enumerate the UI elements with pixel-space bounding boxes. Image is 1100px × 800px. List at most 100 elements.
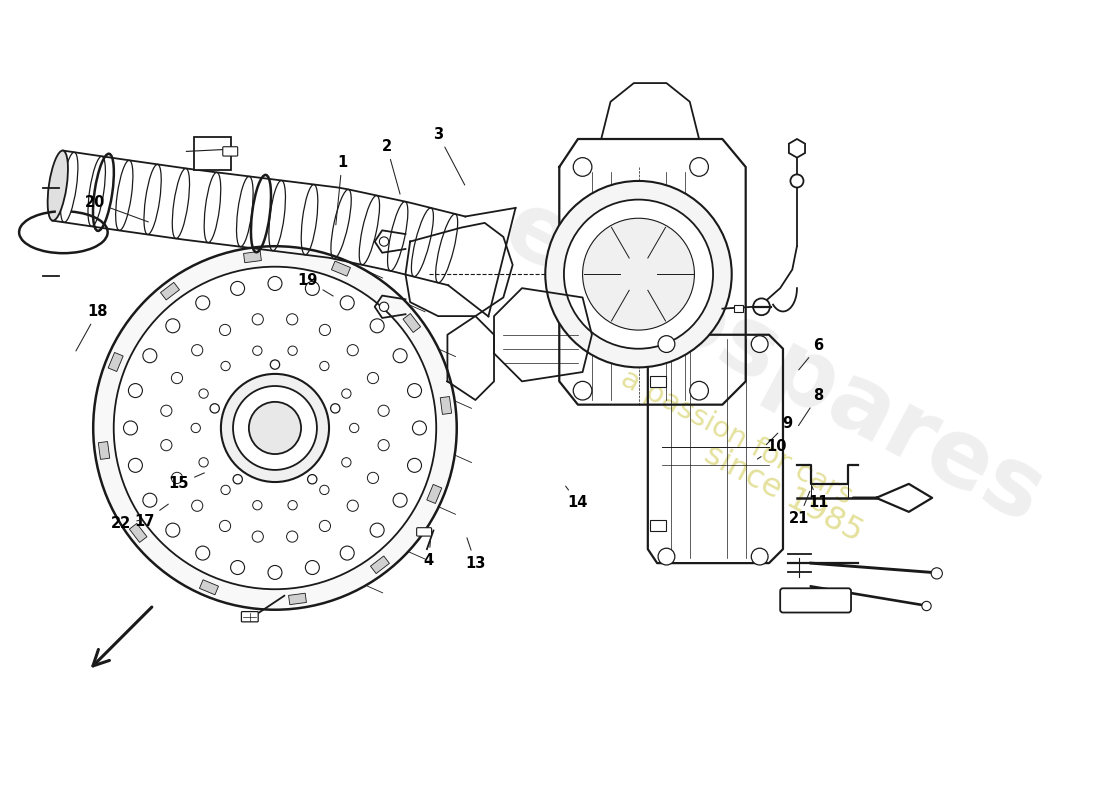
Circle shape [306, 561, 319, 574]
Bar [403, 314, 420, 333]
Circle shape [348, 500, 359, 511]
Text: a passion for cars: a passion for cars [616, 364, 857, 510]
Circle shape [191, 345, 202, 356]
Circle shape [379, 302, 388, 311]
Bar [243, 251, 262, 262]
Circle shape [546, 181, 732, 367]
Circle shape [342, 458, 351, 467]
Circle shape [690, 158, 708, 176]
Bar [331, 261, 351, 276]
Circle shape [196, 546, 210, 560]
Circle shape [751, 336, 768, 353]
Circle shape [287, 314, 298, 325]
Circle shape [754, 298, 770, 315]
Circle shape [268, 566, 282, 579]
Circle shape [231, 282, 244, 295]
Circle shape [342, 389, 351, 398]
Circle shape [306, 282, 319, 295]
Bar [199, 580, 219, 594]
Circle shape [288, 501, 297, 510]
Circle shape [573, 382, 592, 400]
Circle shape [367, 373, 378, 384]
Text: 18: 18 [76, 304, 108, 351]
Circle shape [340, 296, 354, 310]
Circle shape [407, 458, 421, 472]
Circle shape [199, 458, 208, 467]
Text: 13: 13 [465, 538, 485, 570]
Circle shape [348, 345, 359, 356]
Circle shape [658, 548, 675, 565]
Circle shape [210, 404, 219, 413]
Bar [650, 376, 667, 387]
Circle shape [268, 277, 282, 290]
Bar [108, 353, 123, 371]
Text: 22: 22 [111, 517, 142, 531]
Circle shape [172, 472, 183, 483]
Text: eurospares: eurospares [488, 182, 1059, 543]
Bar [130, 523, 147, 542]
Text: 10: 10 [757, 439, 786, 459]
Circle shape [367, 472, 378, 483]
Circle shape [143, 349, 157, 362]
FancyBboxPatch shape [417, 528, 431, 536]
Circle shape [378, 405, 389, 416]
Circle shape [249, 402, 301, 454]
Bar [650, 520, 667, 531]
FancyBboxPatch shape [194, 138, 231, 170]
Circle shape [922, 602, 932, 610]
FancyBboxPatch shape [241, 611, 258, 622]
Circle shape [287, 531, 298, 542]
Bar [734, 305, 742, 312]
Circle shape [219, 324, 231, 335]
Circle shape [191, 500, 202, 511]
Circle shape [191, 423, 200, 433]
Circle shape [271, 360, 279, 370]
FancyBboxPatch shape [780, 588, 851, 613]
Circle shape [320, 362, 329, 370]
Circle shape [407, 383, 421, 398]
Bar [440, 397, 452, 414]
Circle shape [350, 423, 359, 433]
Text: 21: 21 [789, 491, 810, 526]
Circle shape [252, 531, 263, 542]
Circle shape [233, 386, 317, 470]
Circle shape [340, 546, 354, 560]
Text: 4: 4 [424, 541, 433, 568]
Circle shape [751, 548, 768, 565]
Circle shape [129, 383, 142, 398]
Text: 19: 19 [297, 273, 333, 296]
Text: 1: 1 [336, 155, 348, 225]
Text: 9: 9 [767, 416, 793, 445]
Circle shape [379, 237, 388, 246]
Circle shape [199, 389, 208, 398]
Circle shape [221, 486, 230, 494]
Text: 3: 3 [433, 127, 465, 185]
Circle shape [370, 523, 384, 537]
Circle shape [166, 523, 179, 537]
Circle shape [412, 421, 427, 435]
Circle shape [143, 494, 157, 507]
FancyBboxPatch shape [223, 146, 238, 156]
Circle shape [573, 158, 592, 176]
Circle shape [161, 439, 172, 450]
Text: 15: 15 [168, 473, 205, 491]
Circle shape [219, 520, 231, 531]
Circle shape [166, 319, 179, 333]
Text: 17: 17 [134, 504, 168, 529]
Circle shape [123, 421, 138, 435]
Circle shape [161, 405, 172, 416]
Circle shape [583, 218, 694, 330]
Circle shape [113, 266, 437, 590]
Circle shape [690, 382, 708, 400]
Circle shape [221, 362, 230, 370]
Circle shape [393, 494, 407, 507]
Ellipse shape [47, 150, 68, 221]
Text: 14: 14 [565, 486, 588, 510]
Circle shape [370, 319, 384, 333]
Circle shape [308, 474, 317, 484]
Circle shape [253, 501, 262, 510]
Circle shape [932, 568, 943, 579]
Circle shape [252, 314, 263, 325]
Circle shape [378, 439, 389, 450]
Circle shape [319, 324, 330, 335]
